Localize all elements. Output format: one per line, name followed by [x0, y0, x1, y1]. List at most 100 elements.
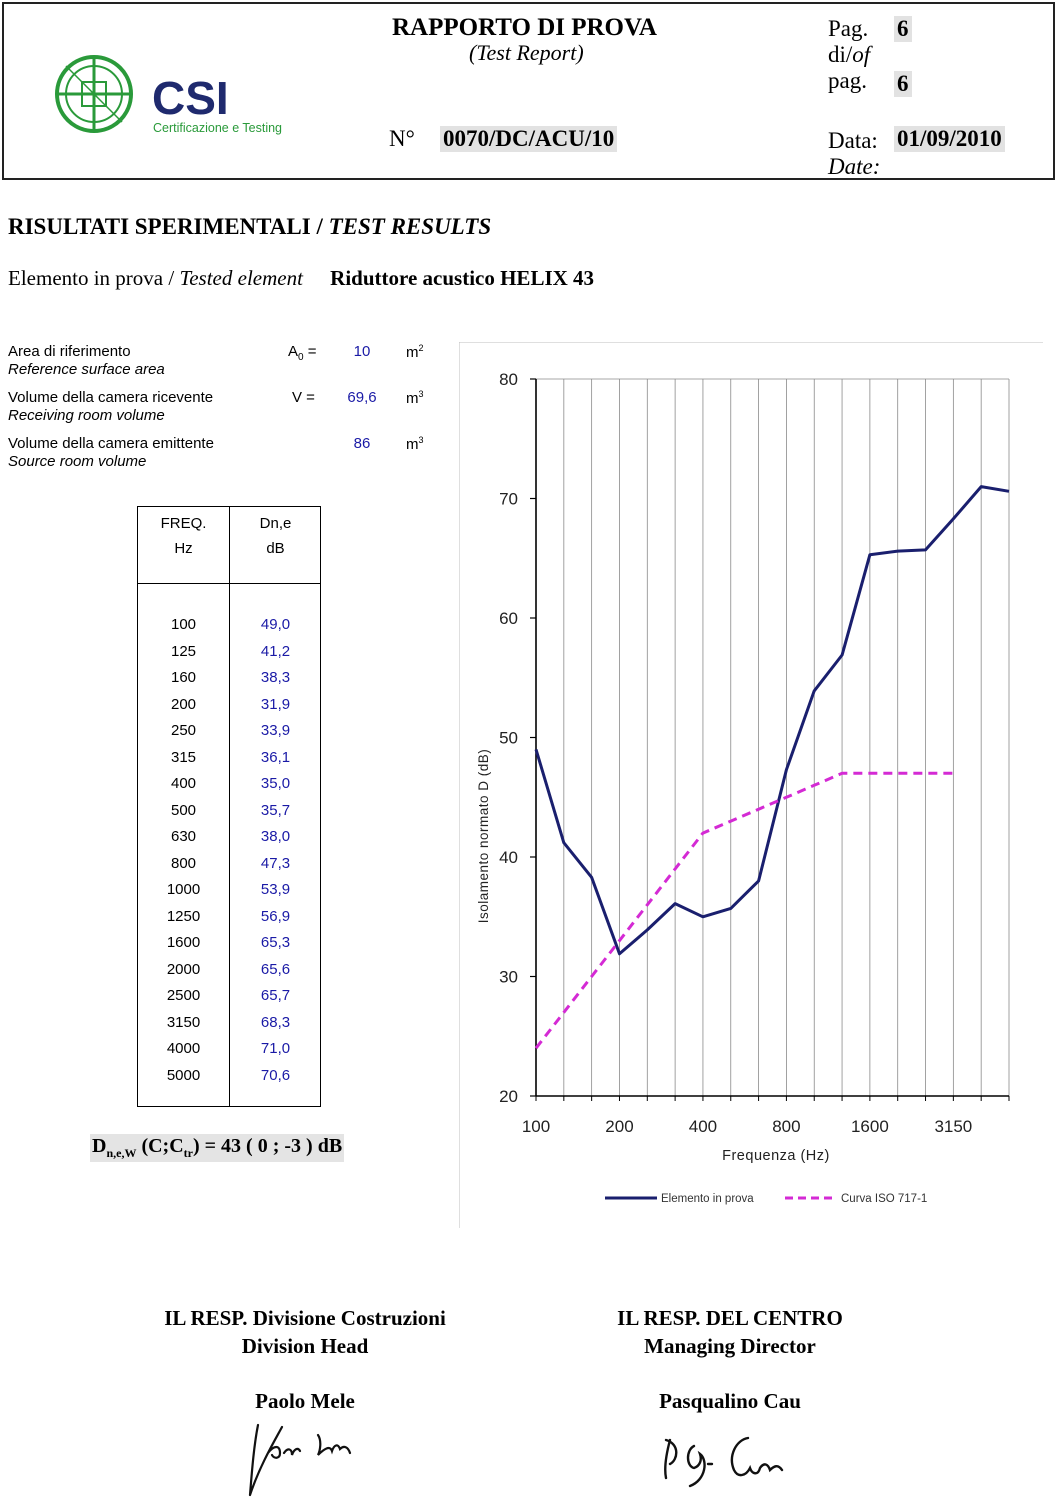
reference-curve-line — [534, 771, 954, 1050]
param-unit-sup: 3 — [418, 389, 424, 399]
table-cell-level: 36,1 — [260, 749, 291, 766]
table-divider — [229, 507, 230, 1106]
of-label: di/of — [828, 42, 870, 68]
table-cell-level: 65,6 — [260, 961, 291, 978]
right-signer-title: IL RESP. DEL CENTRO — [617, 1306, 843, 1330]
rating-tail: ) = 43 ( 0 ; -3 ) dB — [193, 1135, 343, 1157]
table-header-divider — [138, 583, 320, 584]
number-label: N° — [389, 126, 415, 151]
param-label-it: Volume della camera emittente — [8, 435, 214, 452]
left-signer-title: IL RESP. Divisione Costruzioni — [164, 1306, 446, 1330]
insulation-chart: 20 30 40 50 60 70 80 100 200 400 800 1600 3150 Isola… — [459, 342, 1043, 1228]
section-title-en: TEST RESULTS — [328, 214, 492, 239]
param-label-en: Receiving room volume — [8, 407, 165, 424]
of-label-it: di/ — [828, 42, 853, 67]
param-label-en: Reference surface area — [8, 361, 165, 378]
param-unit-main: m — [406, 344, 419, 361]
y-tick-label: 50 — [499, 729, 518, 748]
left-signer-name: Paolo Mele — [255, 1389, 355, 1413]
table-cell-level: 71,0 — [260, 1040, 291, 1057]
param-value: 10 — [353, 343, 371, 360]
chart-grid — [535, 378, 1010, 1097]
table-cell-frequency: 315 — [170, 749, 197, 766]
table-cell-frequency: 1000 — [166, 881, 201, 898]
table-cell-level: 65,3 — [260, 934, 291, 951]
table-header-db: dB — [266, 540, 285, 557]
table-header-dne: Dn,e — [259, 515, 292, 532]
x-tick-label: 100 — [522, 1117, 550, 1136]
table-cell-frequency: 125 — [170, 643, 197, 660]
report-subtitle: (Test Report) — [469, 40, 584, 65]
table-cell-frequency: 630 — [170, 828, 197, 845]
table-cell-frequency: 800 — [170, 855, 197, 872]
chart-series — [534, 485, 1010, 1050]
right-signature-icon — [664, 1436, 784, 1488]
table-cell-frequency: 1600 — [166, 934, 201, 951]
x-tick-label: 3150 — [934, 1117, 972, 1136]
legend-label: Curva ISO 717-1 — [841, 1193, 927, 1205]
y-tick-label: 60 — [499, 609, 518, 628]
section-title-it: RISULTATI SPERIMENTALI / — [8, 214, 329, 239]
chart-ticks: 20 30 40 50 60 70 80 100 200 400 800 1600 3150 — [499, 370, 1010, 1136]
of-label-en: of — [852, 42, 871, 67]
table-cell-frequency: 4000 — [166, 1040, 201, 1057]
csi-logo-icon: CSI Certificazione e Testing — [55, 55, 282, 135]
param-unit-sup: 3 — [418, 435, 424, 445]
table-cell-frequency: 250 — [170, 722, 197, 739]
table-cell-frequency: 2500 — [166, 987, 201, 1004]
rating-sub2: tr — [183, 1146, 193, 1160]
table-cell-level: 33,9 — [260, 722, 291, 739]
page-label: Pag. — [828, 16, 869, 41]
measured-curve-line — [534, 485, 1010, 956]
y-tick-label: 20 — [499, 1087, 518, 1106]
rating-main: D — [92, 1135, 107, 1157]
page-number: 6 — [894, 16, 912, 42]
report-number: 0070/DC/ACU/10 — [440, 126, 618, 152]
report-title: RAPPORTO DI PROVA — [392, 14, 657, 41]
table-cell-frequency: 400 — [170, 775, 197, 792]
x-tick-label: 400 — [689, 1117, 717, 1136]
x-axis-label: Frequenza (Hz) — [722, 1148, 830, 1164]
param-value: 86 — [353, 435, 371, 452]
table-header-freq: FREQ. — [160, 515, 207, 532]
param-unit: m3 — [406, 435, 424, 453]
param-symbol-sub: 0 — [298, 352, 304, 363]
param-unit-main: m — [406, 436, 419, 453]
table-cell-level: 47,3 — [260, 855, 291, 872]
param-label-it: Area di riferimento — [8, 343, 131, 360]
table-cell-frequency: 1250 — [166, 908, 201, 925]
date-label: Data: — [828, 128, 878, 153]
table-cell-level: 31,9 — [260, 696, 291, 713]
tested-label-en: Tested element — [179, 266, 303, 290]
x-tick-label: 1600 — [851, 1117, 889, 1136]
tested-element-row: Elemento in prova / Tested element Ridut… — [8, 266, 594, 291]
table-cell-frequency: 5000 — [166, 1067, 201, 1084]
table-cell-level: 53,9 — [260, 881, 291, 898]
x-tick-label: 200 — [605, 1117, 633, 1136]
param-label-it: Volume della camera ricevente — [8, 389, 214, 406]
param-unit-main: m — [406, 390, 419, 407]
table-cell-frequency: 500 — [170, 802, 197, 819]
rating-mid: (C;C — [136, 1135, 184, 1157]
param-unit: m2 — [406, 343, 424, 361]
table-cell-frequency: 160 — [170, 669, 197, 686]
param-label-en: Source room volume — [8, 453, 147, 470]
table-cell-level: 49,0 — [260, 616, 291, 633]
param-unit-sup: 2 — [418, 343, 424, 353]
date-label-en: Date: — [828, 154, 881, 179]
chart-legend: Elemento in prova Curva ISO 717-1 — [605, 1193, 927, 1205]
y-tick-label: 70 — [499, 490, 518, 509]
table-cell-level: 70,6 — [260, 1067, 291, 1084]
y-axis-label: Isolamento normato D (dB) — [476, 749, 491, 924]
logo-letters: CSI — [152, 72, 229, 124]
frequency-table: FREQ. Hz Dn,e dB 100 49,0 125 41,2 160 38,3 20… — [137, 506, 321, 1107]
legend-label: Elemento in prova — [661, 1193, 754, 1205]
table-cell-frequency: 3150 — [166, 1014, 201, 1031]
table-cell-level: 38,0 — [260, 828, 291, 845]
param-symbol-suffix: = — [303, 343, 317, 360]
tested-element-value: Riduttore acustico HELIX 43 — [330, 266, 595, 290]
logo-tagline: Certificazione e Testing — [153, 121, 282, 135]
table-cell-level: 35,0 — [260, 775, 291, 792]
pages-label: pag. — [828, 68, 867, 93]
right-signer-role: Managing Director — [644, 1334, 816, 1358]
